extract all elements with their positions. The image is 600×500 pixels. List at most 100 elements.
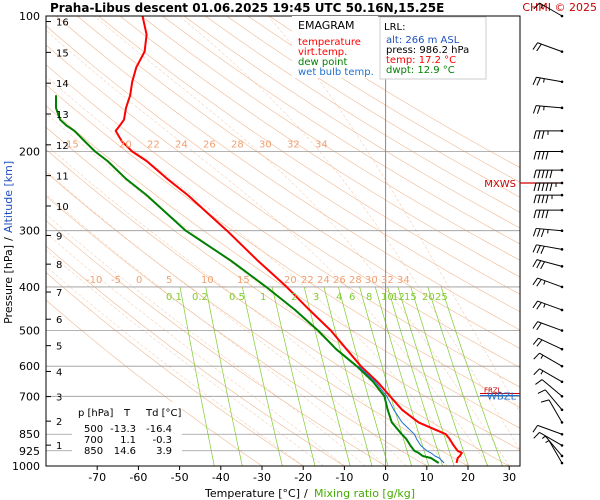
- wind-barb-flag: [541, 169, 545, 179]
- plot-frame: [45, 15, 521, 467]
- wind-barb-flag: [537, 169, 541, 179]
- wind-barb: [532, 300, 564, 312]
- dry-adiabat-line: [162, 16, 520, 245]
- wind-barb-flag: [536, 228, 541, 237]
- wind-barb: [532, 76, 564, 86]
- wind-barb: [532, 42, 564, 53]
- wind-barb: [533, 368, 564, 384]
- dry-adiabat-line: [141, 16, 520, 261]
- wind-barb: [532, 244, 564, 254]
- table-cell: -0.3: [152, 435, 172, 446]
- wind-barb-staff: [537, 424, 563, 435]
- dry-adiabat-line: [46, 64, 520, 388]
- dry-adiabat-line: [183, 16, 520, 229]
- wind-barb-flag: [545, 169, 549, 179]
- wind-barb: [545, 440, 564, 465]
- moist-adiabat-label: 15: [237, 275, 250, 286]
- lrl-dwpt: dwpt: 12.9 °C: [386, 65, 455, 76]
- wind-barb-station-dot: [560, 408, 564, 412]
- mixing-ratio-label: 3: [313, 292, 319, 303]
- table-header-t: T: [123, 408, 131, 419]
- table-cell: 700: [84, 435, 103, 446]
- wind-barb-flag: [532, 105, 537, 114]
- moist-adiabat-label: 26: [333, 275, 346, 286]
- dry-adiabat-label: 34: [315, 139, 328, 150]
- wind-barb-flag: [537, 194, 541, 204]
- y-axis-title-sep: /: [2, 237, 15, 241]
- wind-barb-flag: [545, 194, 549, 204]
- wind-barb-half-flag: [543, 303, 546, 308]
- lrl-title: LRL:: [384, 22, 405, 33]
- wind-barb-staff: [544, 435, 563, 457]
- wind-barb-flag: [537, 389, 546, 394]
- wind-barb-staff: [539, 431, 563, 446]
- wind-barb-flag: [545, 182, 549, 192]
- dry-adiabat-label: 15: [66, 139, 79, 150]
- wind-barb-flag: [541, 194, 545, 204]
- lrl-alt: alt: 266 m ASL: [386, 35, 460, 46]
- wind-barb-staff: [544, 389, 563, 411]
- temperature-tick-label: 20: [461, 471, 475, 484]
- altitude-tick-label: 1: [56, 441, 62, 452]
- moist-adiabat-line: [46, 30, 489, 466]
- pressure-tick-label: 300: [19, 225, 40, 238]
- wind-barb-flag: [532, 228, 537, 237]
- wind-barb-station-dot: [560, 181, 564, 185]
- altitude-tick-label: 11: [56, 172, 69, 183]
- altitude-tick-label: 10: [56, 202, 69, 213]
- wind-barb-staff: [536, 259, 563, 267]
- wind-barb-flag: [533, 432, 540, 439]
- moist-adiabat-label: 28: [349, 275, 362, 286]
- altitude-tick-label: 16: [56, 18, 69, 29]
- moist-adiabat-line: [46, 144, 427, 466]
- moist-adiabat-line: [267, 16, 520, 414]
- wind-barb-flag: [541, 209, 545, 219]
- wind-barb: [533, 129, 564, 139]
- legend: EMAGRAM temperature virt.temp. dew point…: [292, 16, 378, 78]
- wind-barb-station-dot: [560, 329, 564, 332]
- moist-adiabat-label: 24: [317, 275, 330, 286]
- temperature-tick-label: -10: [335, 471, 353, 484]
- wind-barb-flag: [545, 209, 549, 219]
- level-table: p [hPa] T Td [°C] 500 -13.3 -16.4 700 1.…: [72, 402, 182, 458]
- wind-barb-station-dot: [560, 380, 564, 384]
- table-cell: 850: [84, 446, 103, 457]
- dry-adiabat-label: 24: [175, 139, 188, 150]
- moist-adiabat-label: -10: [86, 275, 102, 286]
- series-wet-bulb-temp-line: [358, 365, 445, 464]
- wind-barb-half-flag: [540, 370, 544, 375]
- wind-barb: [533, 181, 564, 192]
- pressure-tick-label: 400: [19, 281, 40, 294]
- wind-barb-flag: [533, 169, 537, 179]
- pressure-tick-label: 925: [19, 445, 40, 458]
- temperature-tick-label: -50: [171, 471, 189, 484]
- wind-barb: [533, 150, 564, 160]
- wind-barb-flag: [533, 209, 537, 219]
- wind-barb: [532, 337, 564, 351]
- moist-adiabat-label: 32: [381, 275, 394, 286]
- moist-adiabat-label: 0: [136, 275, 142, 286]
- wind-barb: [532, 321, 564, 332]
- pressure-tick-label: 600: [19, 360, 40, 373]
- wind-barb: [532, 424, 564, 436]
- dry-adiabat-label: 30: [259, 139, 272, 150]
- temperature-tick-label: 30: [502, 471, 516, 484]
- wind-barb-station-dot: [560, 444, 564, 447]
- wind-barb-flag: [533, 151, 537, 160]
- wind-barb-half-flag: [543, 78, 545, 83]
- dry-adiabat-label: 20: [119, 139, 132, 150]
- wind-barb-staff: [538, 337, 563, 350]
- wind-barb: [533, 431, 564, 447]
- wind-barb-station-dot: [560, 265, 564, 268]
- sounding-series: [55, 16, 463, 464]
- legend-title: EMAGRAM: [298, 19, 355, 32]
- wind-barb-flag: [532, 244, 537, 253]
- wind-barb-station-dot: [560, 193, 564, 197]
- wind-barb-flag: [532, 259, 538, 268]
- wind-barb-station-dot: [560, 50, 564, 53]
- table-cell: -13.3: [110, 424, 136, 435]
- altitude-tick-label: 2: [56, 417, 62, 428]
- y-axis-title: Pressure [hPa] / Altitude [km]: [2, 161, 15, 324]
